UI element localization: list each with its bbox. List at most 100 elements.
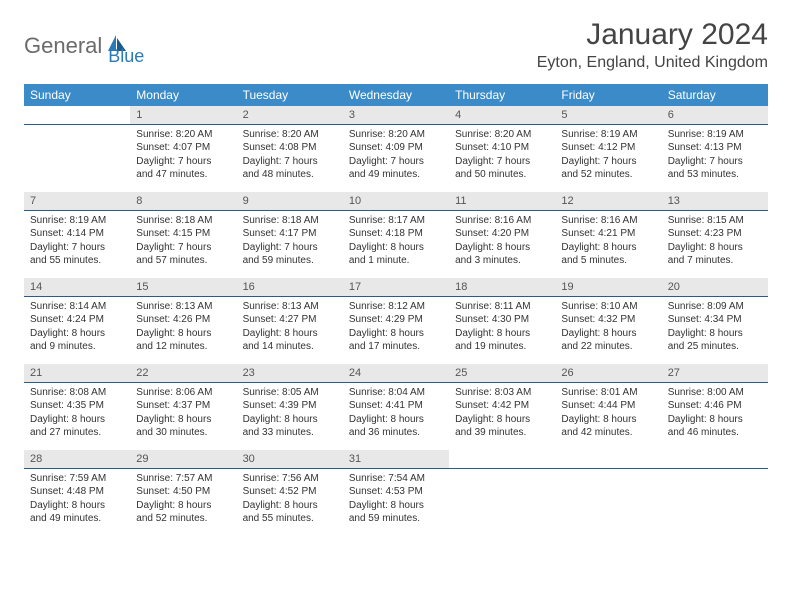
day-number: 29	[130, 450, 236, 468]
sunrise-text: Sunrise: 8:19 AM	[668, 128, 762, 142]
daylight-text: Daylight: 8 hours and 19 minutes.	[455, 327, 549, 354]
day-number: 27	[662, 364, 768, 382]
day-content-row: Sunrise: 8:14 AMSunset: 4:24 PMDaylight:…	[24, 296, 768, 360]
day-number: 11	[449, 192, 555, 210]
day-number: 9	[237, 192, 343, 210]
sunset-text: Sunset: 4:26 PM	[136, 313, 230, 327]
sunset-text: Sunset: 4:24 PM	[30, 313, 124, 327]
day-number	[449, 450, 555, 468]
day-number: 2	[237, 106, 343, 124]
day-cell: Sunrise: 8:14 AMSunset: 4:24 PMDaylight:…	[24, 296, 130, 360]
sunset-text: Sunset: 4:41 PM	[349, 399, 443, 413]
sunrise-text: Sunrise: 8:20 AM	[243, 128, 337, 142]
day-cell: Sunrise: 8:18 AMSunset: 4:15 PMDaylight:…	[130, 210, 236, 274]
title-block: January 2024 Eyton, England, United King…	[537, 18, 768, 72]
day-number: 15	[130, 278, 236, 296]
sunrise-text: Sunrise: 8:16 AM	[561, 214, 655, 228]
day-cell	[555, 468, 661, 532]
day-number: 10	[343, 192, 449, 210]
month-title: January 2024	[537, 18, 768, 52]
day-cell: Sunrise: 8:05 AMSunset: 4:39 PMDaylight:…	[237, 382, 343, 446]
sunset-text: Sunset: 4:18 PM	[349, 227, 443, 241]
daylight-text: Daylight: 8 hours and 17 minutes.	[349, 327, 443, 354]
sunset-text: Sunset: 4:46 PM	[668, 399, 762, 413]
daylight-text: Daylight: 8 hours and 9 minutes.	[30, 327, 124, 354]
sunset-text: Sunset: 4:44 PM	[561, 399, 655, 413]
day-cell: Sunrise: 7:59 AMSunset: 4:48 PMDaylight:…	[24, 468, 130, 532]
day-cell: Sunrise: 8:09 AMSunset: 4:34 PMDaylight:…	[662, 296, 768, 360]
day-cell: Sunrise: 8:12 AMSunset: 4:29 PMDaylight:…	[343, 296, 449, 360]
sunset-text: Sunset: 4:15 PM	[136, 227, 230, 241]
sunrise-text: Sunrise: 8:19 AM	[30, 214, 124, 228]
sunrise-text: Sunrise: 8:08 AM	[30, 386, 124, 400]
sunrise-text: Sunrise: 8:18 AM	[243, 214, 337, 228]
sunset-text: Sunset: 4:35 PM	[30, 399, 124, 413]
day-number: 6	[662, 106, 768, 124]
day-number: 26	[555, 364, 661, 382]
daylight-text: Daylight: 8 hours and 3 minutes.	[455, 241, 549, 268]
day-cell: Sunrise: 8:10 AMSunset: 4:32 PMDaylight:…	[555, 296, 661, 360]
sunrise-text: Sunrise: 7:56 AM	[243, 472, 337, 486]
sunrise-text: Sunrise: 8:00 AM	[668, 386, 762, 400]
sunrise-text: Sunrise: 8:01 AM	[561, 386, 655, 400]
sunrise-text: Sunrise: 8:13 AM	[136, 300, 230, 314]
sunrise-text: Sunrise: 7:54 AM	[349, 472, 443, 486]
daylight-text: Daylight: 8 hours and 46 minutes.	[668, 413, 762, 440]
sunset-text: Sunset: 4:09 PM	[349, 141, 443, 155]
daylight-text: Daylight: 7 hours and 52 minutes.	[561, 155, 655, 182]
day-number: 1	[130, 106, 236, 124]
sunset-text: Sunset: 4:52 PM	[243, 485, 337, 499]
day-cell: Sunrise: 8:08 AMSunset: 4:35 PMDaylight:…	[24, 382, 130, 446]
daylight-text: Daylight: 8 hours and 25 minutes.	[668, 327, 762, 354]
day-number-row: 21222324252627	[24, 364, 768, 382]
daylight-text: Daylight: 8 hours and 1 minute.	[349, 241, 443, 268]
logo-text-blue: Blue	[108, 46, 144, 67]
day-number	[555, 450, 661, 468]
sunrise-text: Sunrise: 8:16 AM	[455, 214, 549, 228]
day-number: 28	[24, 450, 130, 468]
daylight-text: Daylight: 8 hours and 39 minutes.	[455, 413, 549, 440]
daylight-text: Daylight: 7 hours and 48 minutes.	[243, 155, 337, 182]
sunrise-text: Sunrise: 8:05 AM	[243, 386, 337, 400]
sunrise-text: Sunrise: 8:14 AM	[30, 300, 124, 314]
sunset-text: Sunset: 4:27 PM	[243, 313, 337, 327]
day-cell: Sunrise: 8:03 AMSunset: 4:42 PMDaylight:…	[449, 382, 555, 446]
sunset-text: Sunset: 4:53 PM	[349, 485, 443, 499]
sunset-text: Sunset: 4:21 PM	[561, 227, 655, 241]
sunrise-text: Sunrise: 8:20 AM	[349, 128, 443, 142]
sunset-text: Sunset: 4:30 PM	[455, 313, 549, 327]
sunrise-text: Sunrise: 8:13 AM	[243, 300, 337, 314]
sunrise-text: Sunrise: 8:15 AM	[668, 214, 762, 228]
day-cell: Sunrise: 8:16 AMSunset: 4:21 PMDaylight:…	[555, 210, 661, 274]
weekday-header: Thursday	[449, 84, 555, 106]
sunset-text: Sunset: 4:23 PM	[668, 227, 762, 241]
daylight-text: Daylight: 7 hours and 49 minutes.	[349, 155, 443, 182]
sunrise-text: Sunrise: 8:11 AM	[455, 300, 549, 314]
day-number: 18	[449, 278, 555, 296]
sunset-text: Sunset: 4:32 PM	[561, 313, 655, 327]
sunset-text: Sunset: 4:34 PM	[668, 313, 762, 327]
day-number	[24, 106, 130, 124]
daylight-text: Daylight: 8 hours and 12 minutes.	[136, 327, 230, 354]
sunset-text: Sunset: 4:20 PM	[455, 227, 549, 241]
day-cell: Sunrise: 8:18 AMSunset: 4:17 PMDaylight:…	[237, 210, 343, 274]
day-cell: Sunrise: 8:20 AMSunset: 4:10 PMDaylight:…	[449, 124, 555, 188]
daylight-text: Daylight: 7 hours and 57 minutes.	[136, 241, 230, 268]
daylight-text: Daylight: 7 hours and 59 minutes.	[243, 241, 337, 268]
calendar-table: Sunday Monday Tuesday Wednesday Thursday…	[24, 84, 768, 532]
weekday-header: Friday	[555, 84, 661, 106]
day-cell: Sunrise: 8:06 AMSunset: 4:37 PMDaylight:…	[130, 382, 236, 446]
sunrise-text: Sunrise: 8:17 AM	[349, 214, 443, 228]
sunset-text: Sunset: 4:17 PM	[243, 227, 337, 241]
day-number: 16	[237, 278, 343, 296]
day-number-row: 28293031	[24, 450, 768, 468]
weekday-header-row: Sunday Monday Tuesday Wednesday Thursday…	[24, 84, 768, 106]
day-number: 17	[343, 278, 449, 296]
weekday-header: Wednesday	[343, 84, 449, 106]
day-number: 8	[130, 192, 236, 210]
header: General Blue January 2024 Eyton, England…	[24, 18, 768, 72]
daylight-text: Daylight: 8 hours and 33 minutes.	[243, 413, 337, 440]
daylight-text: Daylight: 8 hours and 22 minutes.	[561, 327, 655, 354]
sunset-text: Sunset: 4:37 PM	[136, 399, 230, 413]
day-number: 3	[343, 106, 449, 124]
